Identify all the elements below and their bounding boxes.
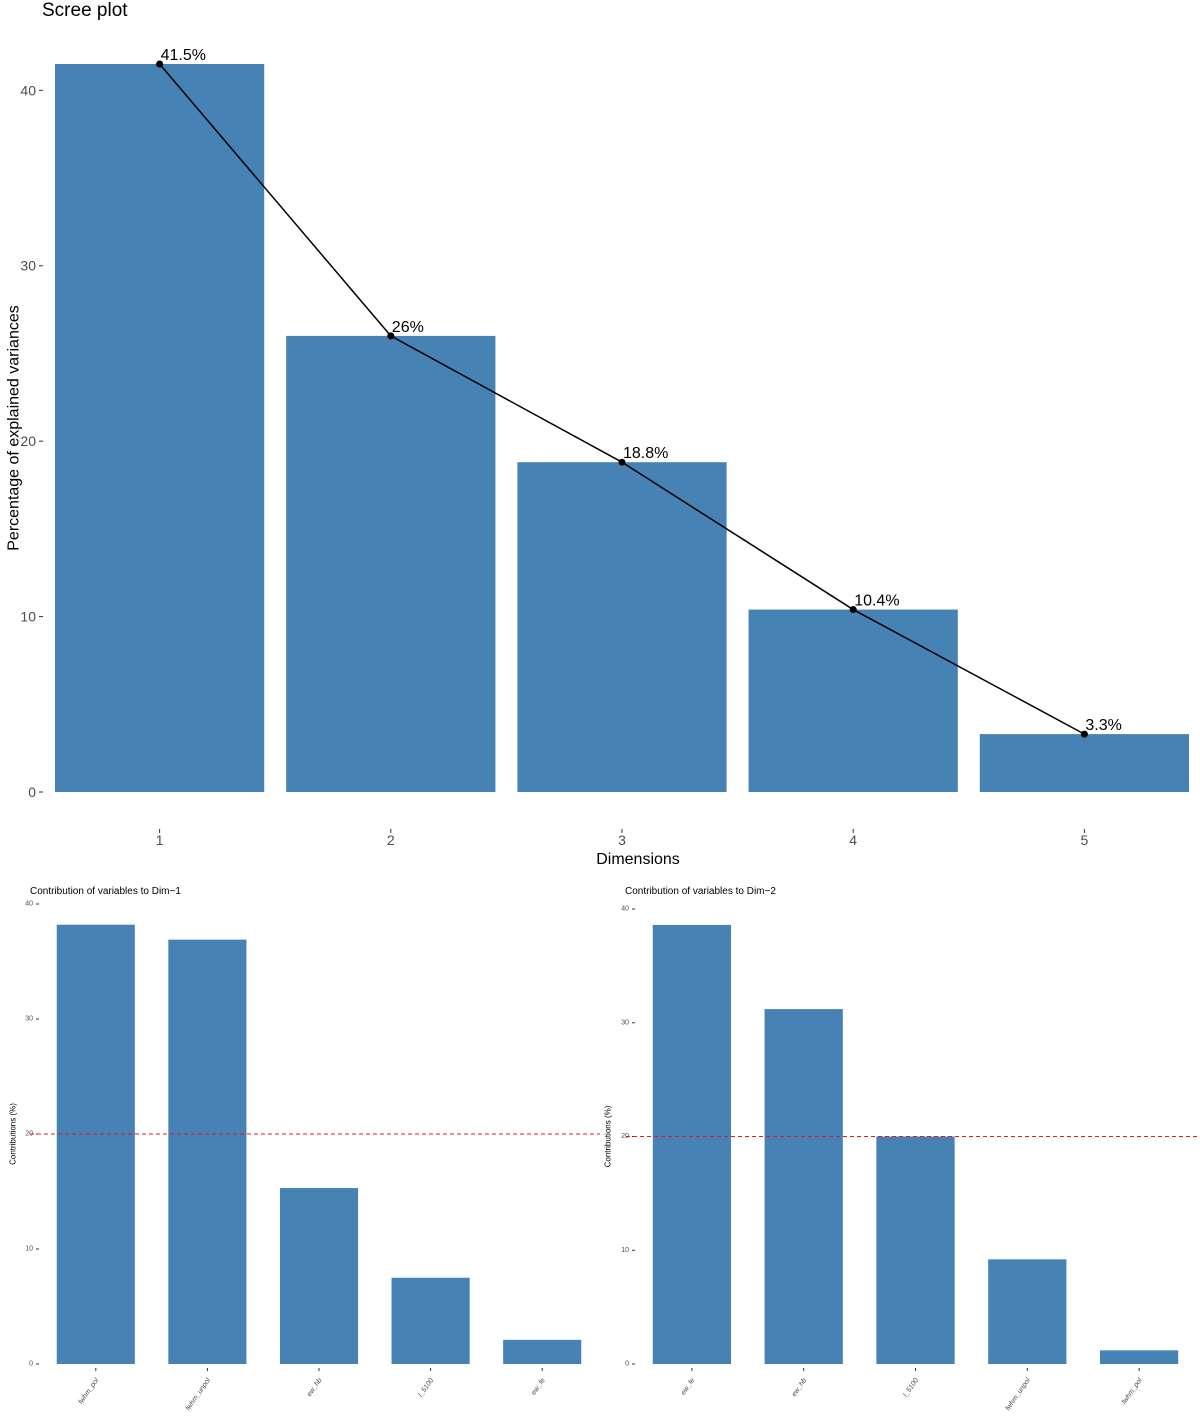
dim1-ytick-label: 10 bbox=[25, 1246, 33, 1253]
scree-ytick-label: 20 bbox=[20, 433, 36, 449]
scree-point-5 bbox=[1080, 730, 1088, 738]
scree-y-axis-title: Percentage of explained variances bbox=[6, 305, 23, 551]
dim2-ytick-label: 20 bbox=[621, 1133, 629, 1140]
scree-point-1 bbox=[156, 60, 164, 68]
dim2-title: Contribution of variables to Dim−2 bbox=[625, 886, 776, 897]
dim1-bar-fwhm_unpol bbox=[168, 939, 247, 1364]
scree-data-label-3: 18.8% bbox=[623, 445, 668, 462]
dim1-bar-ew_hb bbox=[279, 1188, 359, 1364]
dim1-contribution-plot: Contribution of variables to Dim−1 0 10 20 3… bbox=[9, 886, 600, 1412]
scree-title: Scree plot bbox=[42, 0, 128, 21]
scree-bar-1 bbox=[54, 64, 265, 792]
dim2-y-axis-title: Contributions (%) bbox=[604, 1105, 613, 1167]
dim2-ytick-label: 0 bbox=[625, 1361, 629, 1368]
dim1-ytick-label: 0 bbox=[29, 1361, 33, 1368]
dim1-ytick-label: 40 bbox=[25, 901, 33, 908]
scree-xtick-label: 3 bbox=[618, 832, 626, 848]
dim2-ytick-label: 40 bbox=[621, 906, 629, 913]
scree-xtick-label: 1 bbox=[156, 832, 164, 848]
scree-ytick-label: 40 bbox=[20, 82, 36, 98]
scree-xtick-label: 2 bbox=[387, 832, 395, 848]
dim1-bar-fwhm_pol bbox=[56, 924, 135, 1364]
scree-data-label-2: 26% bbox=[392, 319, 424, 336]
scree-xtick-label: 4 bbox=[849, 832, 857, 848]
dim1-bar-ew_fe bbox=[503, 1339, 582, 1364]
scree-bar-2 bbox=[286, 335, 496, 792]
dim2-ytick-label: 10 bbox=[621, 1247, 629, 1254]
scree-point-4 bbox=[849, 606, 857, 614]
dim2-bar-ew_fe bbox=[652, 924, 732, 1364]
scree-plot: Scree plot 0 10 20 30 40 Percentage of explain… bbox=[6, 0, 1190, 868]
dim1-ytick-label: 30 bbox=[25, 1016, 33, 1023]
scree-point-3 bbox=[618, 458, 626, 466]
dim1-ytick-label: 20 bbox=[25, 1131, 33, 1138]
dim2-bar-ew_hb bbox=[764, 1009, 843, 1364]
scree-x-axis-title: Dimensions bbox=[596, 851, 680, 868]
scree-ytick-label: 0 bbox=[28, 784, 36, 800]
dim1-bar-l_5100 bbox=[391, 1277, 470, 1364]
scree-bar-3 bbox=[517, 462, 727, 792]
scree-ytick-label: 10 bbox=[20, 609, 36, 625]
scree-xtick-label: 5 bbox=[1081, 832, 1089, 848]
dim2-ytick-label: 30 bbox=[621, 1019, 629, 1026]
dim2-bar-fwhm_unpol bbox=[988, 1259, 1067, 1364]
scree-ytick-label: 30 bbox=[20, 258, 36, 274]
scree-bar-4 bbox=[748, 609, 958, 792]
scree-data-label-1: 41.5% bbox=[161, 47, 206, 64]
dim1-y-axis-title: Contributions (%) bbox=[9, 1103, 18, 1165]
scree-data-label-4: 10.4% bbox=[854, 593, 899, 610]
scree-point-2 bbox=[387, 332, 395, 340]
dim2-bar-fwhm_pol bbox=[1099, 1350, 1179, 1364]
dim2-bar-l_5100 bbox=[876, 1136, 955, 1364]
scree-bar-5 bbox=[979, 734, 1190, 792]
dim1-title: Contribution of variables to Dim−1 bbox=[30, 886, 181, 897]
scree-data-label-5: 3.3% bbox=[1085, 717, 1121, 734]
